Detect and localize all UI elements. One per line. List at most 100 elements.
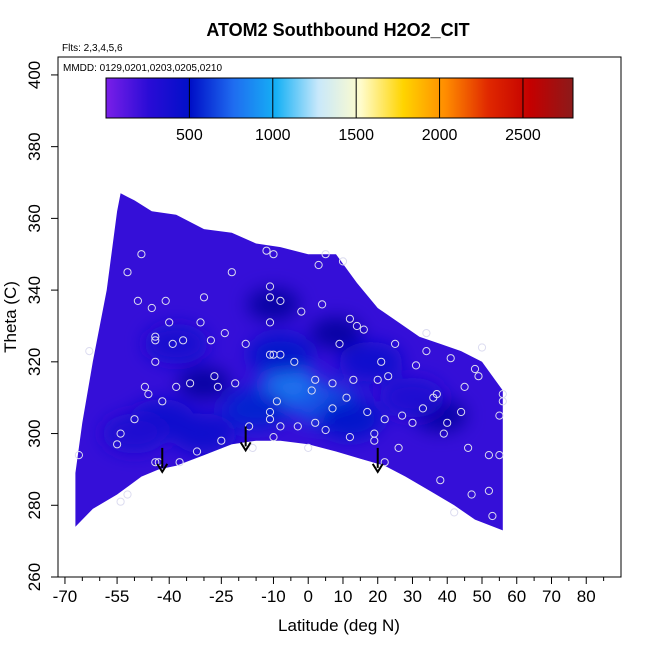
x-tick-label: 60 <box>507 587 526 606</box>
sample-point <box>411 361 421 370</box>
sample-point <box>380 415 389 424</box>
sample-point <box>422 347 431 356</box>
sample-point <box>484 486 493 495</box>
sample-point <box>265 415 275 424</box>
sample-point <box>391 339 400 348</box>
x-tick-label: -25 <box>209 587 234 606</box>
sample-point <box>85 347 94 356</box>
sample-point <box>359 325 368 334</box>
sample-point <box>123 268 132 277</box>
sample-point <box>467 490 476 499</box>
sample-point <box>450 508 459 517</box>
sample-point <box>269 250 278 259</box>
y-tick-label: 380 <box>25 132 44 160</box>
sample-point <box>265 350 275 359</box>
y-axis: 260 280 300 320 340 360 380 400 <box>25 61 58 591</box>
sample-point <box>172 382 181 391</box>
sample-point <box>276 422 285 431</box>
x-tick-label: -55 <box>105 587 130 606</box>
sample-point <box>133 296 142 305</box>
field-feature <box>380 377 445 418</box>
y-tick-label: 320 <box>25 348 44 376</box>
arrow-markers <box>156 426 384 474</box>
sample-point <box>460 382 469 391</box>
sample-point <box>186 379 195 388</box>
sample-point <box>265 282 275 291</box>
sample-point <box>321 250 330 259</box>
sample-point <box>168 339 177 348</box>
sample-point <box>311 418 320 427</box>
x-axis: -70 -55 -40 -25 -10 0 10 20 30 40 50 60 70 80 <box>53 577 605 606</box>
field-dark-region <box>310 317 363 350</box>
field-feature <box>224 388 289 429</box>
sample-point <box>352 321 361 331</box>
sample-point <box>217 436 226 445</box>
down-arrow-icon <box>239 426 252 453</box>
sample-point <box>130 415 139 424</box>
sample-point <box>123 490 132 499</box>
x-tick-label: 70 <box>542 587 561 606</box>
sample-point <box>151 357 160 366</box>
down-arrow-icon <box>371 447 384 474</box>
sample-point <box>477 343 487 352</box>
field-dark-region <box>177 367 230 400</box>
sample-point <box>457 407 466 417</box>
x-tick-label: -10 <box>261 587 286 606</box>
sample-point <box>196 318 205 327</box>
sample-point <box>446 354 455 363</box>
sample-point <box>140 382 149 391</box>
sample-point <box>74 451 84 460</box>
sample-point <box>210 372 219 381</box>
sample-point <box>474 372 483 381</box>
sample-point <box>248 443 257 452</box>
sample-point <box>192 447 202 456</box>
sample-point <box>161 296 170 305</box>
sample-point <box>269 433 278 442</box>
sample-point <box>276 350 285 359</box>
sample-point <box>293 422 302 431</box>
y-tick-label: 340 <box>25 276 44 304</box>
colorbar-ticks: 500 1000 1500 2000 2500 <box>176 78 541 144</box>
field-feature <box>338 341 403 382</box>
sample-point <box>398 411 407 420</box>
sample-point <box>373 375 382 384</box>
sample-point <box>227 268 236 277</box>
mmdd-label: MMDD: 0129,0201,0203,0205,0210 <box>63 63 222 74</box>
colorbar-tick-label: 2000 <box>422 127 458 144</box>
sample-point <box>328 404 337 413</box>
sample-point <box>314 260 323 270</box>
sample-point <box>276 296 285 305</box>
y-tick-label: 260 <box>25 563 44 591</box>
colorbar-tick-label: 1500 <box>338 127 374 144</box>
sample-point <box>165 318 174 327</box>
sample-point <box>175 458 184 467</box>
sample-point <box>498 397 507 406</box>
sample-point <box>370 436 379 445</box>
field-dark-region <box>247 288 300 321</box>
sample-point <box>265 318 275 327</box>
sample-point <box>484 451 493 460</box>
plot-frame <box>57 56 622 578</box>
sample-point <box>394 443 403 452</box>
sample-point <box>113 440 122 449</box>
y-tick-label: 280 <box>25 491 44 519</box>
y-axis-label: Theta (C) <box>1 281 20 353</box>
x-tick-label: -70 <box>53 587 78 606</box>
sample-point <box>311 375 320 384</box>
sample-point <box>338 257 348 266</box>
chart-title: ATOM2 Southbound H2O2_CIT <box>206 20 469 40</box>
sample-point <box>151 336 160 345</box>
x-tick-label: 80 <box>577 587 596 606</box>
sample-point <box>470 364 480 374</box>
sample-point <box>488 511 497 521</box>
sample-point <box>307 386 316 395</box>
x-tick-label: -40 <box>157 587 182 606</box>
x-tick-label: 40 <box>438 587 457 606</box>
sample-point <box>418 404 427 413</box>
sample-point <box>495 411 504 420</box>
sample-point <box>328 379 337 388</box>
sample-point <box>345 433 354 442</box>
sample-point <box>116 429 125 438</box>
sample-point <box>464 443 473 452</box>
x-tick-label: 20 <box>368 587 387 606</box>
